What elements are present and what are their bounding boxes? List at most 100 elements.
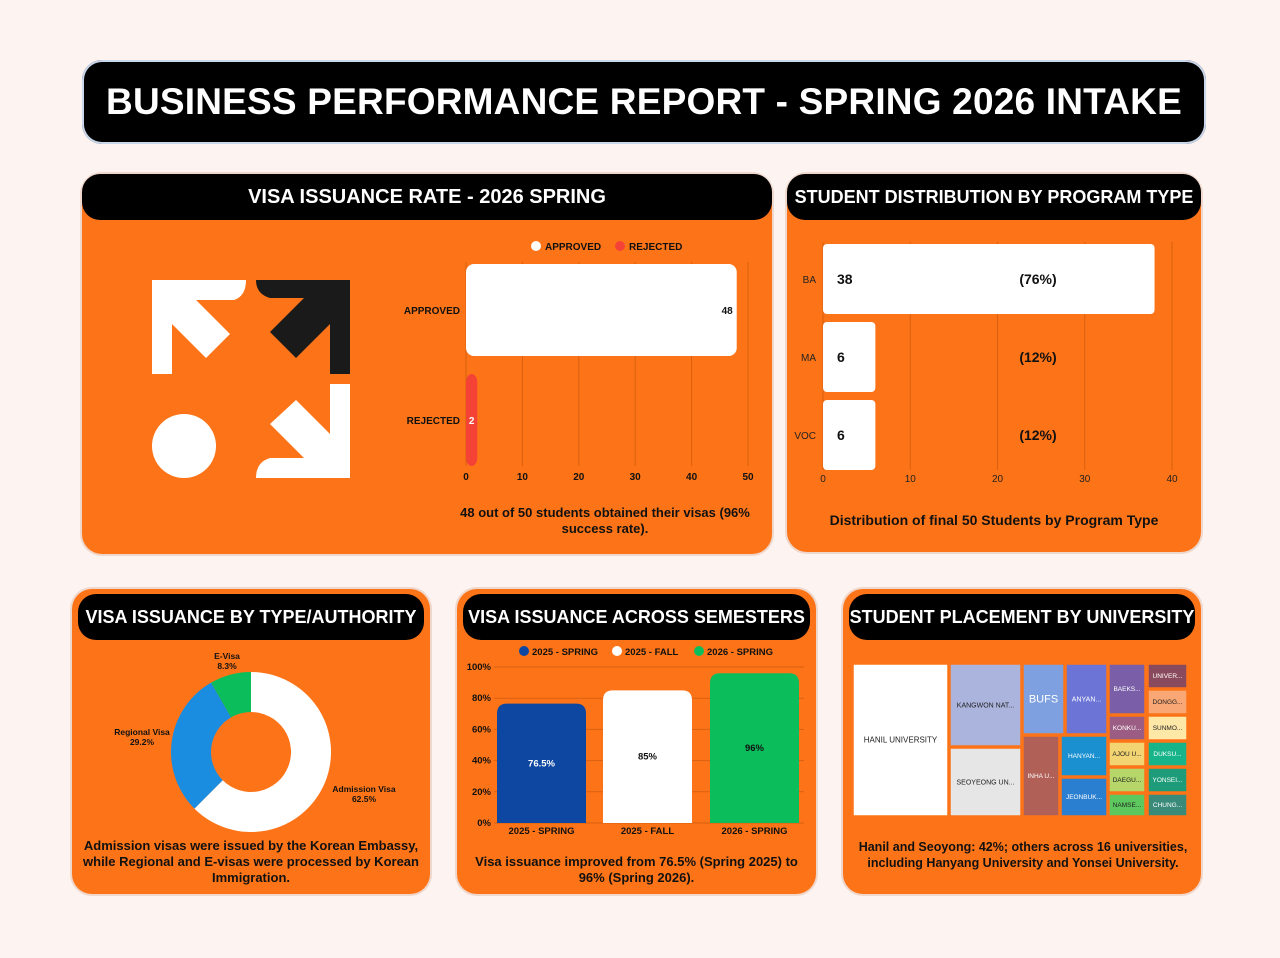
treemap-label: SUNMO... — [1153, 725, 1183, 732]
legend-label: 2025 - SPRING — [532, 647, 598, 658]
y-tick-label: 60% — [472, 724, 492, 735]
treemap-label: NAMSE... — [1113, 802, 1142, 809]
treemap-tile — [1147, 767, 1188, 793]
treemap-tile — [1147, 689, 1188, 715]
bar-rejected — [466, 374, 478, 466]
value-label: 96% — [745, 743, 765, 754]
bar-ba — [823, 244, 1155, 314]
treemap-tile — [1147, 741, 1188, 767]
legend-marker-rejected — [615, 241, 625, 251]
value-label: 38 — [837, 271, 853, 287]
treemap-label: BAEKS... — [1113, 686, 1140, 693]
percent-label: (12%) — [1019, 349, 1056, 365]
treemap-tile — [1060, 777, 1108, 817]
category-label: MA — [801, 353, 816, 364]
category-label: REJECTED — [407, 416, 460, 427]
slice-label: Admission Visa — [332, 784, 395, 794]
x-tick-label: 50 — [742, 472, 754, 483]
treemap-label: INHA U... — [1027, 773, 1054, 780]
treemap-tile — [949, 663, 1022, 747]
treemap-tile — [1108, 741, 1146, 767]
treemap-label: BUFS — [1029, 694, 1058, 706]
treemap-tile — [1108, 663, 1146, 715]
visa-rate-chart: APPROVED REJECTED 0 10 20 30 40 50 APPROVED 48 REJ… — [404, 241, 754, 483]
slice-value-label: 29.2% — [130, 737, 155, 747]
legend-marker — [612, 646, 622, 656]
treemap-tile — [1108, 767, 1146, 793]
semesters-chart: 2025 - SPRING 2025 - FALL 2026 - SPRING 0% 2… — [467, 646, 804, 837]
treemap-label: HANYAN... — [1068, 753, 1100, 760]
category-label: APPROVED — [404, 306, 460, 317]
program-chart: 0 10 20 30 40 BA 38 (76%) MA 6 (12%) VOC 6 (12%) — [794, 242, 1178, 485]
treemap-tile — [1147, 663, 1188, 689]
slice-value-label: 62.5% — [352, 794, 377, 804]
treemap-label: YONSEI... — [1153, 777, 1183, 784]
report-title: BUSINESS PERFORMANCE REPORT - SPRING 202… — [106, 81, 1182, 122]
visa-rate-description: 48 out of 50 students obtained their vis… — [460, 505, 750, 536]
bar — [710, 673, 799, 823]
legend-label: 2026 - SPRING — [707, 647, 773, 658]
treemap-label: KANGWON NAT... — [957, 702, 1014, 709]
value-label: 6 — [837, 349, 845, 365]
y-tick-label: 100% — [467, 662, 492, 673]
semesters-description: Visa issuance improved from 76.5% (Sprin… — [475, 854, 798, 885]
treemap-label: JEONBUK... — [1066, 794, 1102, 801]
treemap-label: UNIVER... — [1153, 673, 1183, 680]
bar — [497, 703, 586, 823]
x-tick-label: 40 — [1166, 474, 1178, 485]
x-tick-label: 40 — [686, 472, 698, 483]
slice-label: Regional Visa — [114, 727, 170, 737]
treemap-tile — [1022, 663, 1065, 735]
legend-label-rejected: REJECTED — [629, 242, 682, 253]
semesters-heading: VISA ISSUANCE ACROSS SEMESTERS — [463, 594, 810, 640]
x-tick-label: 10 — [517, 472, 529, 483]
treemap-tile — [1147, 793, 1188, 817]
y-tick-label: 40% — [472, 756, 492, 767]
report-banner: BUSINESS PERFORMANCE REPORT - SPRING 202… — [82, 60, 1206, 144]
legend-label-approved: APPROVED — [545, 242, 601, 253]
treemap-label: AJOU U... — [1112, 751, 1141, 758]
treemap-label: DUKSU... — [1153, 751, 1181, 758]
x-tick-label: 0 — [820, 474, 826, 485]
treemap-label: KONKU... — [1113, 725, 1142, 732]
value-label: 76.5% — [528, 758, 555, 769]
x-tick-label: 10 — [905, 474, 917, 485]
visa-rate-heading: VISA ISSUANCE RATE - 2026 SPRING — [82, 174, 772, 220]
percent-label: (76%) — [1019, 271, 1056, 287]
program-heading: STUDENT DISTRIBUTION BY PROGRAM TYPE — [787, 174, 1201, 220]
treemap-tile — [1022, 735, 1060, 817]
treemap-tile — [853, 663, 949, 817]
category-label: 2025 - SPRING — [509, 826, 575, 837]
donut-slice-regional-visa — [170, 682, 232, 809]
visa-rate-card — [82, 174, 772, 554]
x-tick-label: 20 — [992, 474, 1004, 485]
category-label: 2026 - SPRING — [722, 826, 788, 837]
placement-treemap: HANIL UNIVERSITY KANGWON NAT... SEOYEONG U… — [853, 663, 1188, 817]
donut-slice-admission-visa — [194, 672, 332, 832]
value-label: 6 — [837, 427, 845, 443]
treemap-tile — [1060, 735, 1108, 777]
legend-marker — [519, 646, 529, 656]
legend-label: 2025 - FALL — [625, 647, 679, 658]
category-label: BA — [803, 275, 817, 286]
bar-voc — [823, 400, 876, 470]
donut-slice-e-visa — [211, 672, 251, 718]
value-label: 85% — [638, 752, 658, 763]
treemap-tile — [1108, 793, 1146, 817]
treemap-tile — [949, 747, 1022, 817]
y-tick-label: 80% — [472, 693, 492, 704]
category-label: 2025 - FALL — [621, 826, 675, 837]
treemap-tile — [1147, 715, 1188, 741]
slice-label: E-Visa — [214, 651, 240, 661]
treemap-label: HANIL UNIVERSITY — [864, 736, 938, 745]
visa-type-description: Admission visas were issued by the Korea… — [83, 838, 419, 885]
visa-type-heading: VISA ISSUANCE BY TYPE/AUTHORITY — [78, 594, 424, 640]
treemap-label: DAEGU... — [1113, 777, 1142, 784]
x-tick-label: 0 — [463, 472, 469, 483]
treemap-label: DONGG... — [1153, 699, 1183, 706]
placement-description: Hanil and Seoyong: 42%; others across 16… — [858, 840, 1188, 870]
slice-value-label: 8.3% — [217, 661, 237, 671]
arrows-graphic-icon — [152, 280, 350, 478]
x-tick-label: 20 — [573, 472, 585, 483]
